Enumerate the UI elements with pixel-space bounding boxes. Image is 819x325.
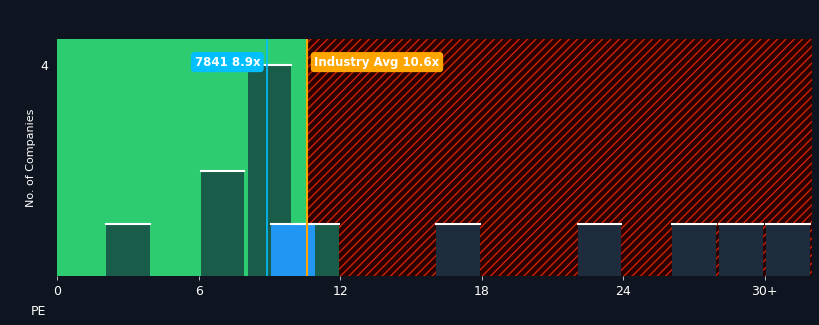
X-axis label: PE: PE — [31, 305, 46, 318]
Bar — [57, 39, 307, 276]
Bar — [201, 171, 244, 276]
Text: 7841 8.9x: 7841 8.9x — [194, 56, 260, 69]
Bar — [307, 39, 811, 276]
Bar — [106, 224, 150, 276]
Text: Industry Avg 10.6x: Industry Avg 10.6x — [314, 56, 439, 69]
Bar — [247, 65, 291, 276]
Bar — [307, 39, 811, 276]
Bar — [577, 224, 621, 276]
Bar — [295, 224, 338, 276]
Bar — [766, 224, 809, 276]
Bar — [271, 224, 314, 276]
Bar — [672, 224, 715, 276]
Bar — [436, 224, 479, 276]
Bar — [718, 224, 762, 276]
Y-axis label: No. of Companies: No. of Companies — [26, 109, 36, 207]
